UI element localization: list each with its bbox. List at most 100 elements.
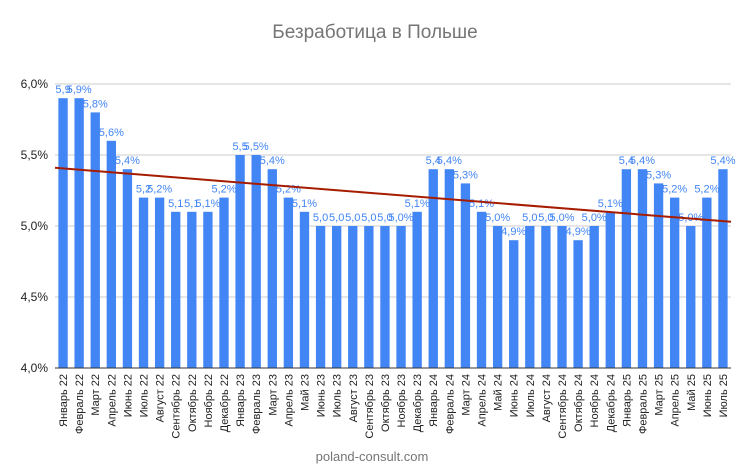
x-tick-label: Июль 25: [718, 374, 730, 417]
y-tick-label: 6,0%: [21, 77, 49, 91]
gridlines: [55, 83, 731, 298]
data-label: 5,1%: [405, 198, 430, 210]
bar: [219, 197, 229, 368]
x-tick-label: Февраль 24: [444, 374, 456, 434]
data-label: 5,1%: [598, 198, 623, 210]
bar: [138, 197, 149, 368]
x-tick-label: Декабрь 22: [219, 374, 231, 432]
data-label: 5,1%: [195, 198, 220, 210]
bar: [283, 197, 294, 368]
x-axis-ticks: Январь 22 Февраль 22 Март 22 Апрель 22 Июнь …: [58, 374, 730, 439]
data-label: 5,5: [232, 141, 247, 153]
y-axis-ticks: 4,0% 4,5% 5,0% 5,5% 6,0%: [21, 77, 49, 375]
x-tick-label: Январь 22: [58, 374, 70, 427]
bar: [557, 226, 567, 368]
x-tick-label: Март 24: [460, 374, 472, 416]
y-tick-label: 4,0%: [21, 361, 49, 375]
trend-line: [54, 166, 732, 223]
x-tick-label: Сентябрь 22: [171, 374, 183, 439]
x-tick-label: Май 23: [299, 374, 311, 411]
data-label: 5,5%: [244, 141, 269, 153]
x-tick-label: Март 22: [90, 374, 102, 416]
x-tick-label: Декабрь 23: [412, 374, 424, 432]
data-label: 4,9%: [566, 226, 591, 238]
bar: [171, 211, 181, 368]
data-label: 5,4%: [437, 155, 462, 167]
bar: [106, 140, 117, 368]
bar: [203, 211, 213, 368]
x-tick-label: Январь 23: [235, 374, 247, 427]
bar: [573, 240, 583, 368]
data-label: 5,0: [313, 212, 328, 224]
bar: [380, 226, 390, 368]
x-tick-label: Август 22: [155, 374, 167, 422]
data-label: 5,4: [619, 155, 634, 167]
bar: [396, 226, 406, 368]
data-label: 5,0: [522, 212, 537, 224]
data-label: 5,2: [136, 184, 151, 196]
bar: [444, 169, 455, 368]
data-label: 5,1: [184, 198, 199, 210]
bar: [154, 197, 165, 368]
x-tick-label: Октябрь 23: [380, 374, 392, 432]
x-tick-label: Май 24: [493, 374, 505, 411]
bars: [58, 98, 728, 369]
bar: [90, 112, 100, 369]
data-label: 5,4%: [630, 155, 655, 167]
y-tick-label: 4,5%: [21, 290, 49, 304]
data-label: 5,0%: [582, 212, 607, 224]
data-label: 5,9: [55, 84, 70, 96]
x-tick-label: Август 24: [541, 374, 553, 422]
bar: [541, 226, 551, 368]
bar: [348, 226, 358, 368]
data-label: 5,0%: [389, 212, 414, 224]
y-tick-label: 5,0%: [21, 219, 49, 233]
data-label: 5,0%: [549, 212, 574, 224]
data-label: 4,9%: [501, 226, 526, 238]
data-label: 5,4%: [260, 155, 285, 167]
bar: [299, 211, 310, 368]
data-label: 5,0: [538, 212, 553, 224]
bar: [525, 226, 535, 368]
x-tick-label: Сентябрь 23: [364, 374, 376, 439]
data-label: 5,2%: [211, 184, 236, 196]
data-labels: 5,95,9%5,8%5,6%5,4%5,25,2%5,1 5,15,1%5,2%…: [55, 84, 735, 238]
bar: [122, 169, 133, 368]
data-label: 5,4%: [115, 155, 140, 167]
x-tick-label: Октябрь 22: [187, 374, 199, 432]
bar: [669, 197, 680, 368]
bar: [589, 226, 599, 368]
bar: [364, 226, 374, 368]
bar: [412, 211, 422, 368]
bar: [428, 169, 438, 368]
data-label: 5,2%: [662, 184, 687, 196]
bar: [637, 169, 648, 368]
data-label: 5,2%: [147, 184, 172, 196]
bar: [187, 211, 197, 368]
data-label: 5,3%: [646, 169, 671, 181]
data-label: 5,4%: [710, 155, 735, 167]
x-tick-label: Июнь 22: [122, 374, 134, 417]
x-tick-label: Март 23: [267, 374, 279, 416]
x-tick-label: Апрель 22: [106, 374, 118, 427]
bar: [251, 155, 261, 368]
data-label: 5,9%: [67, 84, 92, 96]
data-label: 5,4: [426, 155, 441, 167]
x-tick-label: Июнь 25: [702, 374, 714, 417]
x-tick-label: Ноябрь 22: [203, 374, 215, 427]
x-tick-label: Июнь 24: [509, 374, 521, 417]
x-tick-label: Январь 25: [621, 374, 633, 427]
data-label: 5,0: [361, 212, 376, 224]
bar: [460, 183, 471, 368]
x-tick-label: Январь 24: [428, 374, 440, 427]
x-tick-label: Апрель 25: [670, 374, 682, 427]
bar: [702, 197, 712, 368]
data-label: 5,6%: [99, 127, 124, 139]
x-tick-label: Февраль 23: [251, 374, 263, 434]
x-tick-label: Август 23: [348, 374, 360, 422]
x-tick-label: Июль 22: [139, 374, 151, 417]
bar: [605, 211, 615, 368]
data-label: 5,3%: [453, 169, 478, 181]
bar: [58, 98, 68, 368]
